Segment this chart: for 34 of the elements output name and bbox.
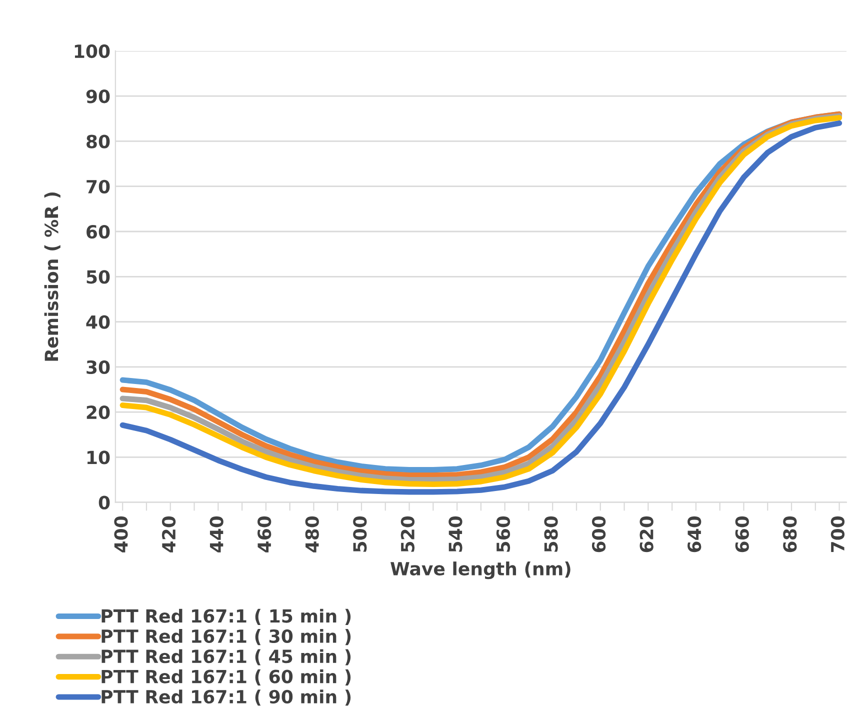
y-tick-label: 10 bbox=[87, 450, 110, 464]
x-tick-label: 400 bbox=[114, 516, 128, 552]
legend-label: PTT Red 167:1 ( 45 min ) bbox=[102, 649, 351, 666]
x-tick-label: 600 bbox=[592, 516, 606, 552]
y-tick-label: 30 bbox=[86, 360, 110, 374]
x-tick-label: 620 bbox=[640, 516, 654, 552]
y-tick-label: 40 bbox=[86, 315, 110, 329]
legend-label: PTT Red 167:1 ( 30 min ) bbox=[102, 629, 351, 646]
x-tick-label: 420 bbox=[162, 516, 176, 552]
x-tick-label: 480 bbox=[305, 516, 319, 552]
y-tick-label: 100 bbox=[74, 44, 110, 58]
y-tick-label: 20 bbox=[86, 406, 110, 420]
y-tick-label: 70 bbox=[86, 180, 110, 194]
x-tick-label: 700 bbox=[830, 516, 845, 552]
x-tick-label: 540 bbox=[448, 516, 462, 552]
legend-label: PTT Red 167:1 ( 15 min ) bbox=[102, 608, 351, 625]
legend-label: PTT Red 167:1 ( 90 min ) bbox=[102, 690, 351, 706]
x-tick-label: 580 bbox=[544, 516, 558, 552]
x-tick-label: 560 bbox=[496, 516, 510, 552]
y-tick-label: 0 bbox=[98, 496, 110, 510]
x-tick-label: 680 bbox=[783, 516, 797, 552]
y-tick-label: 60 bbox=[86, 224, 110, 239]
x-axis-title: Wave length (nm) bbox=[390, 562, 570, 580]
y-tick-label: 90 bbox=[86, 90, 110, 104]
x-tick-label: 520 bbox=[400, 516, 415, 552]
x-tick-label: 500 bbox=[353, 516, 367, 552]
x-tick-label: 440 bbox=[210, 516, 224, 552]
x-tick-label: 660 bbox=[735, 516, 749, 552]
x-tick-label: 640 bbox=[688, 516, 702, 552]
y-tick-label: 80 bbox=[86, 134, 110, 148]
y-tick-label: 50 bbox=[86, 270, 110, 284]
legend-label: PTT Red 167:1 ( 60 min ) bbox=[102, 669, 351, 686]
x-tick-label: 460 bbox=[258, 516, 272, 552]
y-axis-title: Remission ( %R ) bbox=[44, 192, 60, 361]
